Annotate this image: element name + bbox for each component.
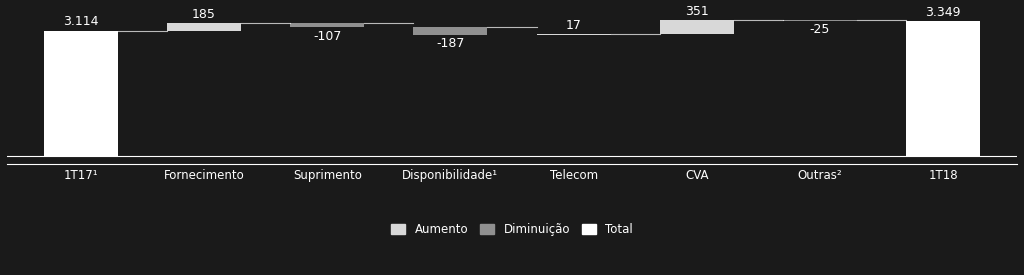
Text: 3.349: 3.349: [926, 6, 961, 19]
Text: -107: -107: [313, 30, 341, 43]
Text: 17: 17: [565, 19, 582, 32]
Text: -25: -25: [810, 23, 830, 36]
Legend: Aumento, Diminuição, Total: Aumento, Diminuição, Total: [387, 219, 637, 240]
Bar: [659, 20, 734, 34]
Text: 185: 185: [193, 8, 216, 21]
Bar: [414, 28, 487, 35]
Text: -187: -187: [436, 37, 465, 50]
Text: 3.114: 3.114: [63, 15, 98, 28]
Bar: [537, 34, 610, 35]
Bar: [167, 23, 241, 31]
Bar: [44, 31, 118, 156]
Bar: [906, 21, 980, 156]
Bar: [783, 20, 857, 21]
Bar: [290, 23, 365, 28]
Text: 351: 351: [685, 5, 709, 18]
